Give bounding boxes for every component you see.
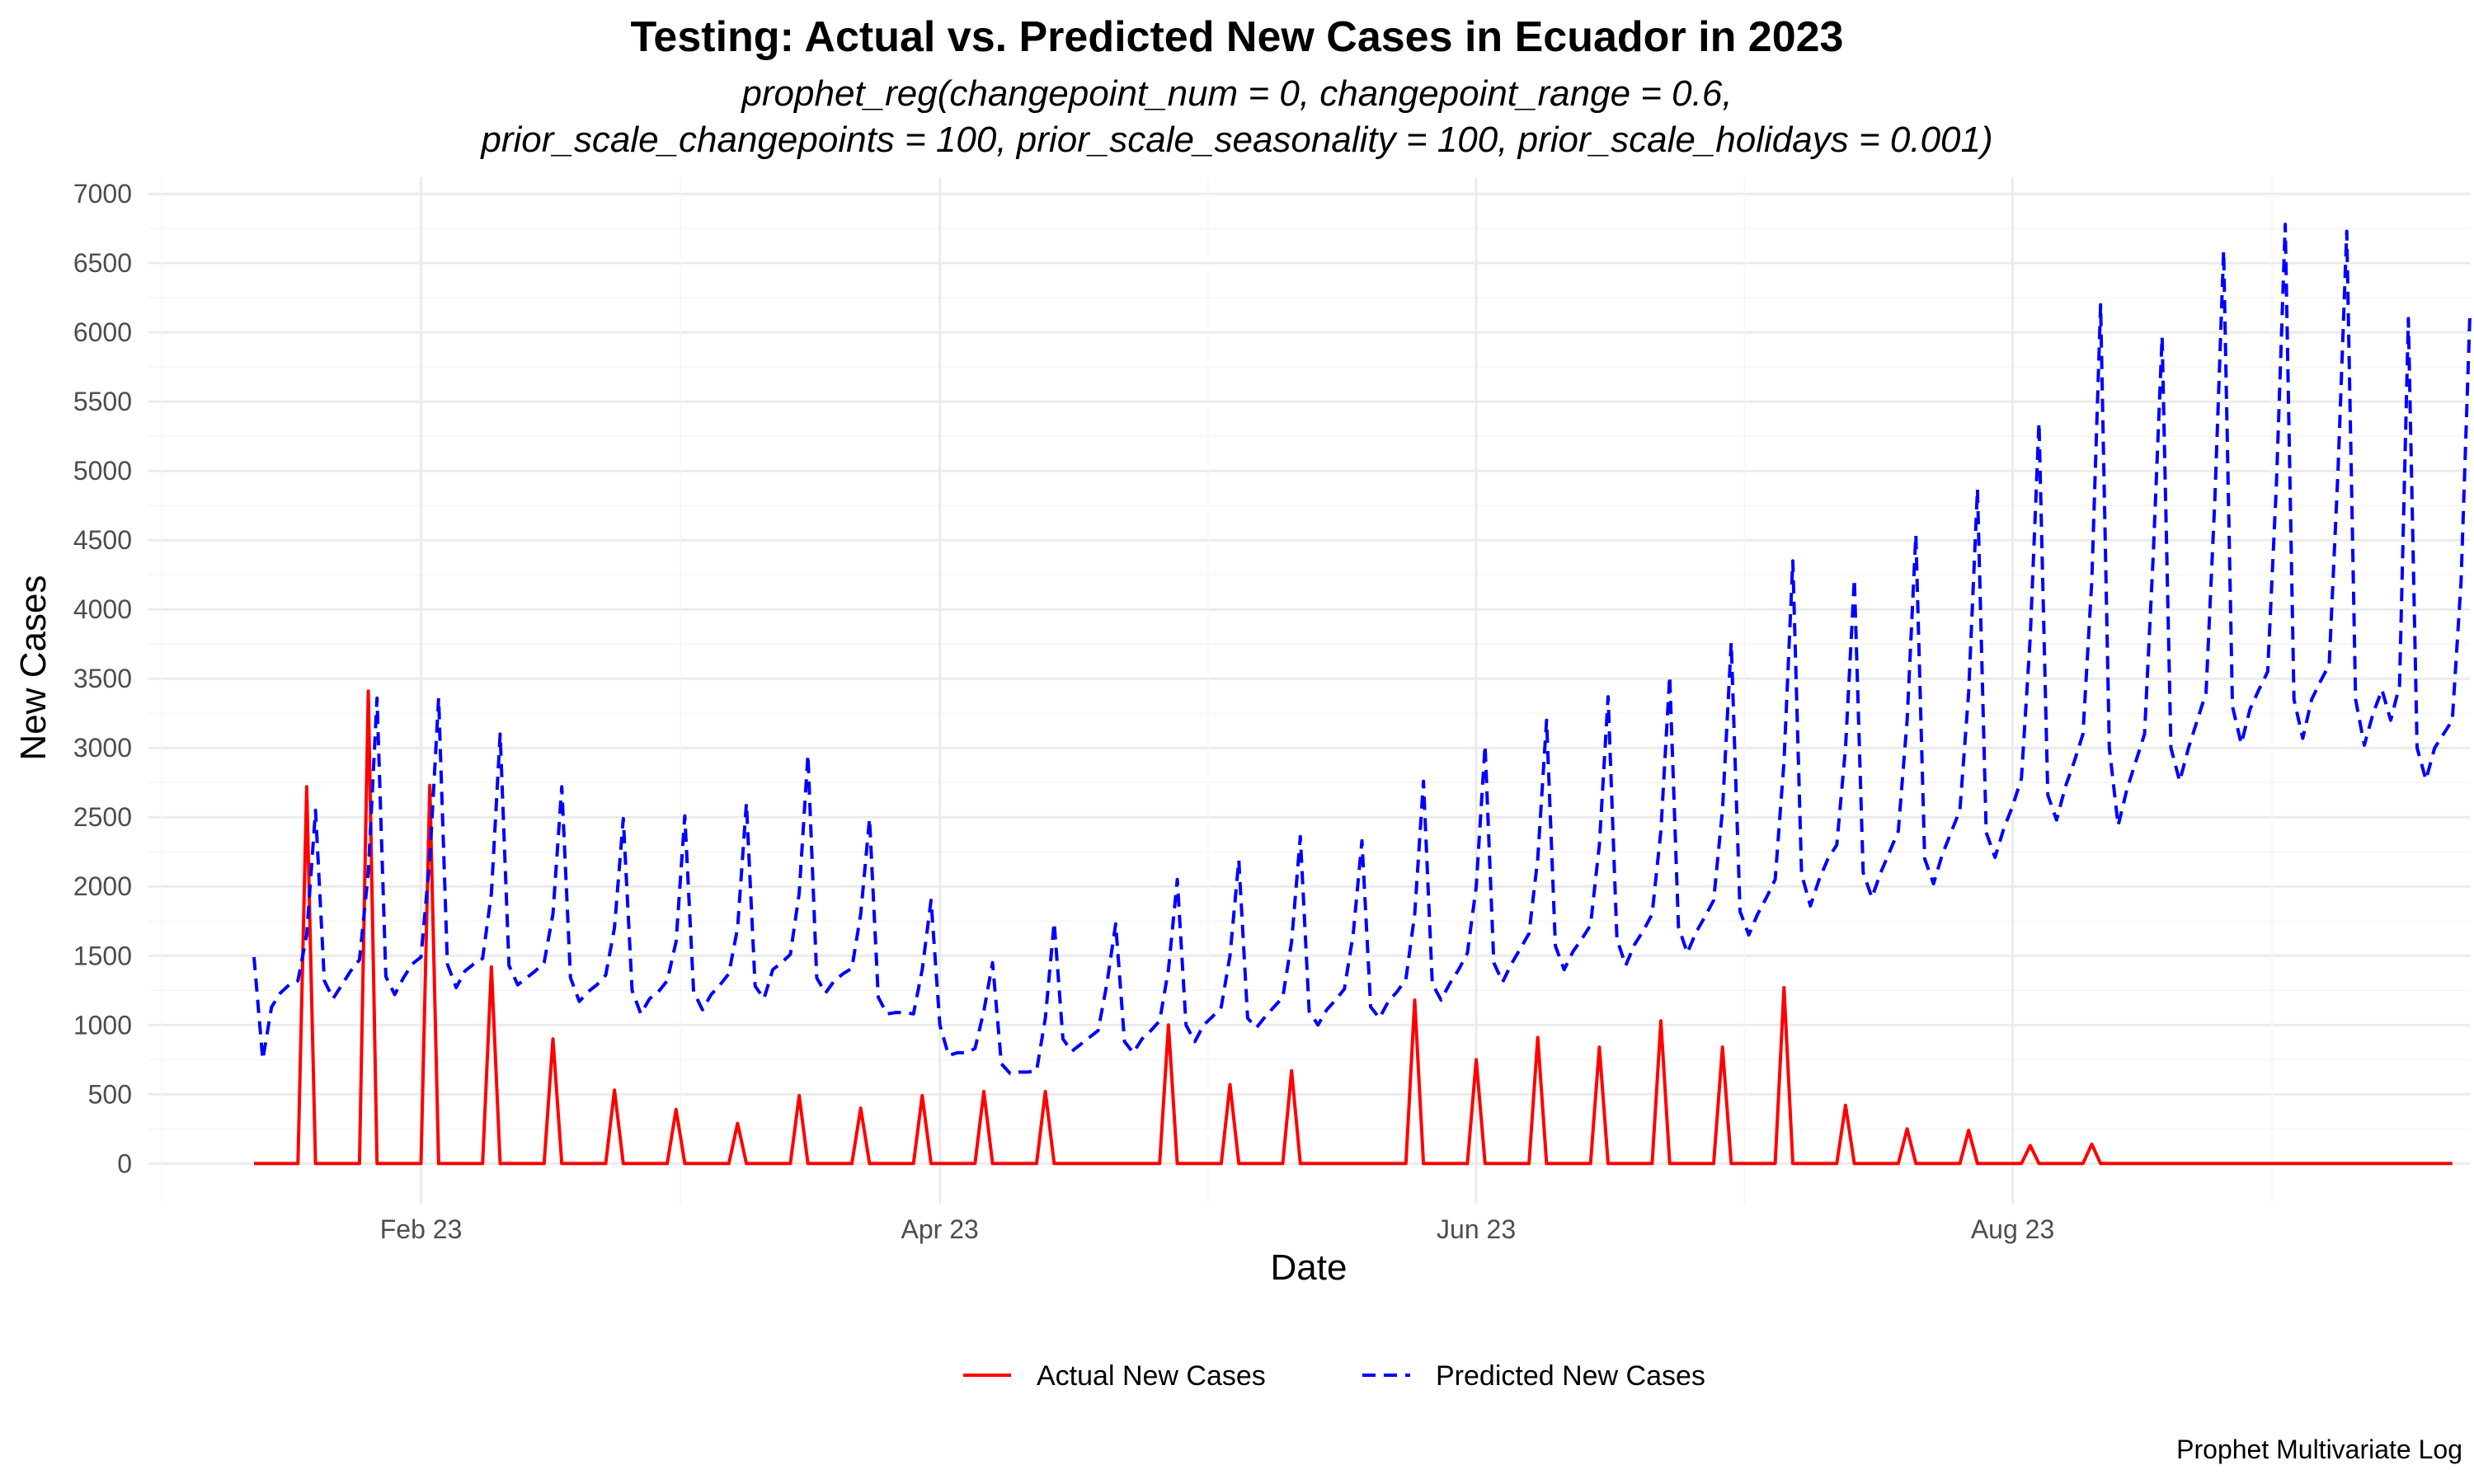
series-lines bbox=[252, 223, 2472, 1166]
y-tick-label: 0 bbox=[117, 1148, 132, 1178]
legend: Actual New Cases Predicted New Cases bbox=[963, 1360, 1705, 1392]
y-tick-label: 4000 bbox=[73, 594, 132, 624]
x-tick-label: Jun 23 bbox=[1437, 1214, 1516, 1244]
y-tick-label: 5500 bbox=[73, 387, 132, 416]
y-tick-label: 4500 bbox=[73, 525, 132, 555]
y-tick-label: 2000 bbox=[73, 871, 132, 901]
y-tick-label: 500 bbox=[88, 1079, 132, 1109]
chart-title: Testing: Actual vs. Predicted New Cases … bbox=[630, 13, 1844, 61]
y-tick-label: 1500 bbox=[73, 941, 132, 970]
series-line-predicted bbox=[252, 223, 2472, 1076]
chart-subtitle: prophet_reg(changepoint_num = 0, changep… bbox=[481, 73, 1993, 160]
x-axis-title: Date bbox=[1271, 1247, 1348, 1288]
y-tick-label: 5000 bbox=[73, 456, 132, 486]
y-tick-label: 7000 bbox=[73, 179, 132, 209]
y-tick-label: 2500 bbox=[73, 802, 132, 832]
y-axis-title: New Cases bbox=[13, 575, 54, 761]
legend-label: Actual New Cases bbox=[1037, 1360, 1266, 1392]
axes: 0 500 1000 1500 2000 2500 3000 3500 4000 4500 5000… bbox=[73, 179, 2054, 1244]
gridlines bbox=[148, 177, 2470, 1204]
y-tick-label: 6500 bbox=[73, 248, 132, 278]
x-tick-label: Apr 23 bbox=[901, 1214, 979, 1244]
y-tick-label: 3000 bbox=[73, 733, 132, 763]
y-tick-label: 1000 bbox=[73, 1010, 132, 1040]
chart-caption: Prophet Multivariate Log bbox=[2176, 1435, 2462, 1464]
legend-label: Predicted New Cases bbox=[1436, 1360, 1705, 1392]
x-tick-label: Feb 23 bbox=[380, 1214, 463, 1244]
series-line-actual bbox=[254, 689, 2453, 1166]
y-tick-label: 3500 bbox=[73, 664, 132, 693]
y-tick-label: 6000 bbox=[73, 317, 132, 347]
x-tick-label: Aug 23 bbox=[1971, 1214, 2054, 1244]
